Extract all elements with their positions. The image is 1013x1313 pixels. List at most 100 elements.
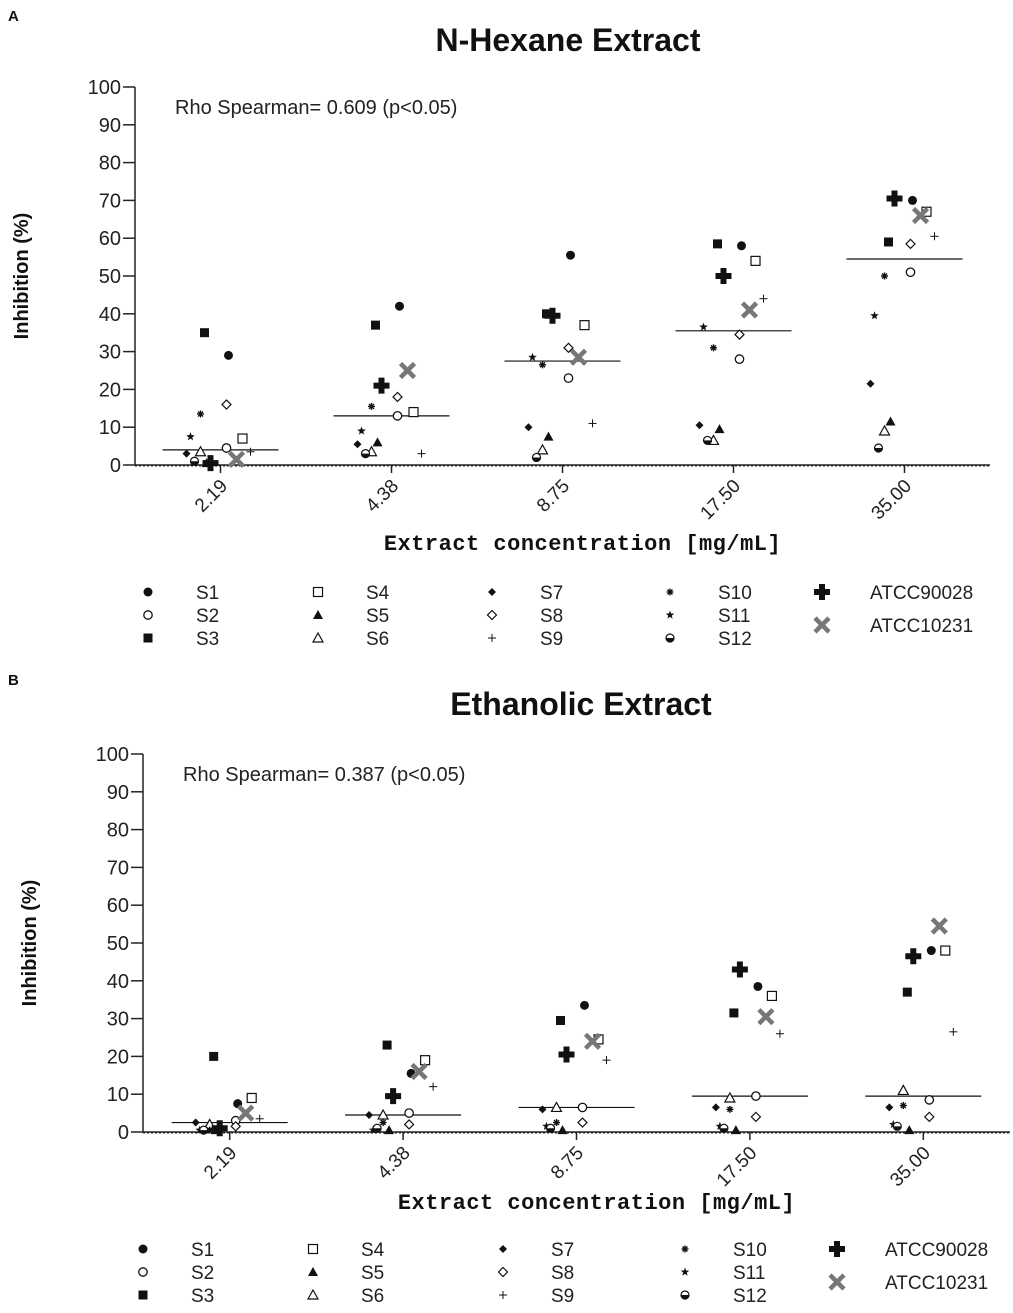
legend-label: S1: [191, 1240, 214, 1261]
data-point: [221, 443, 232, 453]
data-point: [930, 917, 948, 935]
data-point: [221, 399, 232, 410]
data-point: [373, 377, 390, 394]
data-point: [715, 1121, 725, 1130]
data-point: [403, 1119, 415, 1130]
panel-a: A N-Hexane Extract 0 10 20 30 40 50 60 70 80 90 100…: [0, 0, 1013, 656]
data-point: [730, 1125, 741, 1135]
legend-label: S6: [361, 1286, 384, 1307]
data-point: [353, 440, 362, 449]
data-point: [246, 447, 255, 456]
data-point: [884, 237, 893, 247]
data-point: [602, 1056, 611, 1065]
data-point: [940, 945, 951, 956]
data-point: [695, 421, 704, 430]
data-point: [199, 1125, 209, 1135]
data-point: [379, 1119, 387, 1127]
data-point: [186, 432, 195, 441]
data-point: [899, 1102, 907, 1110]
data-point: [410, 1062, 428, 1081]
y-tick-label: 30: [99, 342, 121, 364]
x-tick-label: 2.19: [200, 1143, 241, 1184]
y-tick-label: 20: [99, 379, 121, 401]
data-point: [536, 443, 549, 455]
y-tick-label: 80: [99, 153, 121, 175]
data-point: [926, 946, 936, 956]
data-point: [230, 1120, 242, 1132]
data-point: [714, 424, 725, 434]
data-point: [360, 449, 371, 459]
legend-marker: [138, 1290, 148, 1300]
data-point: [372, 437, 383, 447]
data-point: [382, 1040, 392, 1050]
legend-marker: [311, 631, 325, 643]
data-point: [889, 1119, 898, 1129]
y-tick-label: 90: [107, 782, 129, 804]
legend-label: S6: [366, 629, 389, 650]
legend-item: S11: [680, 1263, 765, 1284]
data-point: [710, 344, 717, 352]
data-point: [194, 445, 207, 457]
legend-item: S3: [138, 1286, 214, 1307]
data-point: [878, 424, 891, 436]
legend-item: S6: [306, 1286, 384, 1307]
legend-item: ATCC90028: [814, 583, 973, 604]
data-point: [395, 301, 404, 311]
y-tick-label: 70: [107, 857, 129, 879]
panel-label: B: [8, 672, 19, 689]
y-tick-label: 70: [99, 190, 121, 212]
y-tick-label: 50: [99, 266, 121, 288]
data-point: [550, 1101, 563, 1113]
data-point: [563, 342, 574, 354]
data-point: [886, 190, 903, 207]
data-point: [885, 416, 896, 426]
legend-marker: [143, 633, 153, 643]
legend-item: ATCC90028: [829, 1240, 988, 1261]
data-point: [734, 329, 745, 340]
legend-marker: [829, 1241, 845, 1257]
legend-label: S4: [361, 1240, 385, 1261]
data-point: [189, 456, 200, 466]
data-point: [740, 301, 759, 319]
data-point: [757, 1008, 775, 1026]
legend-marker: [143, 610, 153, 620]
legend-label: S10: [733, 1240, 767, 1261]
legend-marker: [488, 588, 496, 596]
data-point: [371, 320, 380, 330]
data-point: [404, 1108, 414, 1118]
data-point: [579, 320, 590, 331]
data-point: [753, 981, 763, 991]
legend-marker: [486, 609, 498, 621]
chart-title: N-Hexane Extract: [436, 22, 701, 58]
data-point: [870, 311, 879, 320]
data-point: [734, 354, 745, 365]
data-point: [897, 1084, 910, 1096]
legend-marker: [488, 634, 496, 642]
legend-marker: [499, 1291, 507, 1299]
legend-item: S4: [312, 583, 390, 604]
legend-item: S5: [313, 606, 389, 627]
y-tick-label: 10: [107, 1084, 129, 1106]
legend-item: S1: [143, 583, 219, 604]
legend-item: S10: [681, 1240, 767, 1261]
legend-marker: [666, 588, 674, 596]
legend-label: S2: [191, 1263, 214, 1284]
x-tick-label: 8.75: [533, 476, 574, 517]
legend-item: S12: [665, 629, 752, 650]
data-point: [873, 443, 884, 453]
legend-label: S10: [718, 583, 752, 604]
legend-item: S7: [488, 583, 563, 604]
data-point: [357, 426, 366, 435]
legend-label: S8: [551, 1263, 574, 1284]
legend-item: S8: [497, 1263, 574, 1284]
legend-item: S12: [680, 1286, 767, 1307]
legend-marker: [138, 1244, 148, 1254]
legend-item: S4: [307, 1240, 385, 1261]
x-tick-label: 4.38: [362, 476, 403, 517]
legend-marker: [680, 1267, 690, 1276]
x-tick-label: 17.50: [697, 476, 745, 524]
data-point: [528, 352, 537, 361]
chart-title: Ethanolic Extract: [450, 686, 712, 722]
y-tick-label: 60: [99, 228, 121, 250]
legend-item: S3: [143, 629, 219, 650]
